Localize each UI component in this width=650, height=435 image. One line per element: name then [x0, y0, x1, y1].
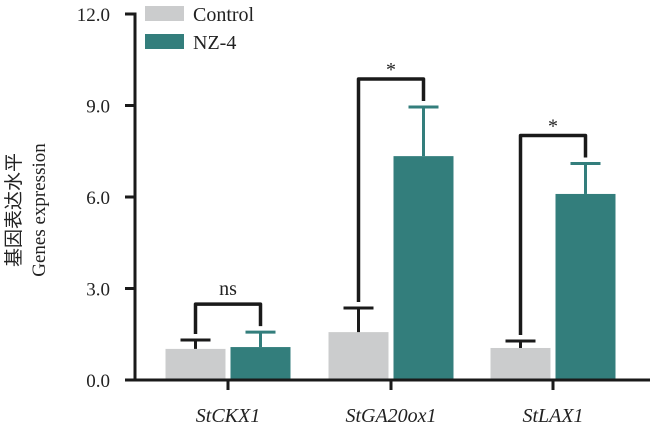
significance-label: ns [219, 278, 237, 300]
x-tick-label: StCKX1 [196, 405, 260, 427]
y-axis-label-cn: 基因表达水平 [3, 153, 25, 267]
y-axis-label: 基因表达水平 Genes expression [3, 143, 50, 277]
significance-bracket [518, 133, 588, 335]
bar-control [328, 332, 389, 379]
legend-swatch [145, 34, 184, 49]
significance-bracket [356, 77, 426, 303]
y-tick-label: 3.0 [86, 280, 110, 301]
bar-control [490, 347, 551, 379]
bar-nz-4 [393, 156, 454, 379]
significance-brackets: ns * * [193, 59, 588, 335]
significance-label: * [548, 115, 558, 137]
x-tick-label: StGA20ox1 [345, 405, 436, 427]
y-tick-label: 12.0 [77, 5, 110, 26]
x-tick-label: StLAX1 [522, 405, 583, 427]
significance-label: * [386, 59, 396, 81]
legend-label: NZ-4 [193, 32, 236, 54]
significance-bracket [193, 302, 263, 335]
legend-swatch [145, 6, 184, 21]
y-tick-label: 9.0 [86, 97, 110, 118]
bar-nz-4 [230, 347, 291, 379]
y-tick-label: 0.0 [86, 371, 110, 392]
bar-nz-4 [555, 193, 616, 379]
bars [165, 156, 616, 379]
bar-control [165, 348, 226, 379]
y-axis-label-en: Genes expression [29, 143, 50, 277]
axes: 0.0 3.0 6.0 9.0 12.0 StCKX1 StGA20ox1 StLAX1 [77, 5, 650, 427]
legend-label: Control [193, 4, 255, 26]
y-tick-label: 6.0 [86, 188, 110, 209]
error-bars [180, 105, 601, 349]
legend: Control NZ-4 [145, 4, 255, 54]
